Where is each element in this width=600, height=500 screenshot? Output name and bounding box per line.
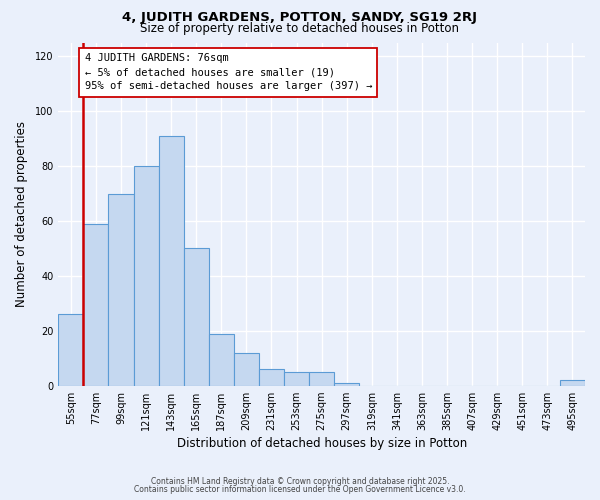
Bar (284, 372, 309, 386)
Text: 4 JUDITH GARDENS: 76sqm
← 5% of detached houses are smaller (19)
95% of semi-det: 4 JUDITH GARDENS: 76sqm ← 5% of detached… (85, 54, 372, 92)
Bar (58, 314, 83, 386)
Bar (134, 166, 158, 386)
Bar (234, 352, 259, 386)
Bar (109, 194, 134, 386)
Bar (184, 248, 209, 386)
Text: Contains public sector information licensed under the Open Government Licence v3: Contains public sector information licen… (134, 485, 466, 494)
Bar (309, 372, 334, 386)
Bar (158, 136, 184, 386)
X-axis label: Distribution of detached houses by size in Potton: Distribution of detached houses by size … (176, 437, 467, 450)
Bar (259, 369, 284, 386)
Text: 4, JUDITH GARDENS, POTTON, SANDY, SG19 2RJ: 4, JUDITH GARDENS, POTTON, SANDY, SG19 2… (122, 11, 478, 24)
Text: Size of property relative to detached houses in Potton: Size of property relative to detached ho… (140, 22, 460, 35)
Bar (560, 380, 585, 386)
Text: Contains HM Land Registry data © Crown copyright and database right 2025.: Contains HM Land Registry data © Crown c… (151, 478, 449, 486)
Y-axis label: Number of detached properties: Number of detached properties (15, 121, 28, 307)
Bar (209, 334, 234, 386)
Bar (334, 383, 359, 386)
Bar (83, 224, 109, 386)
